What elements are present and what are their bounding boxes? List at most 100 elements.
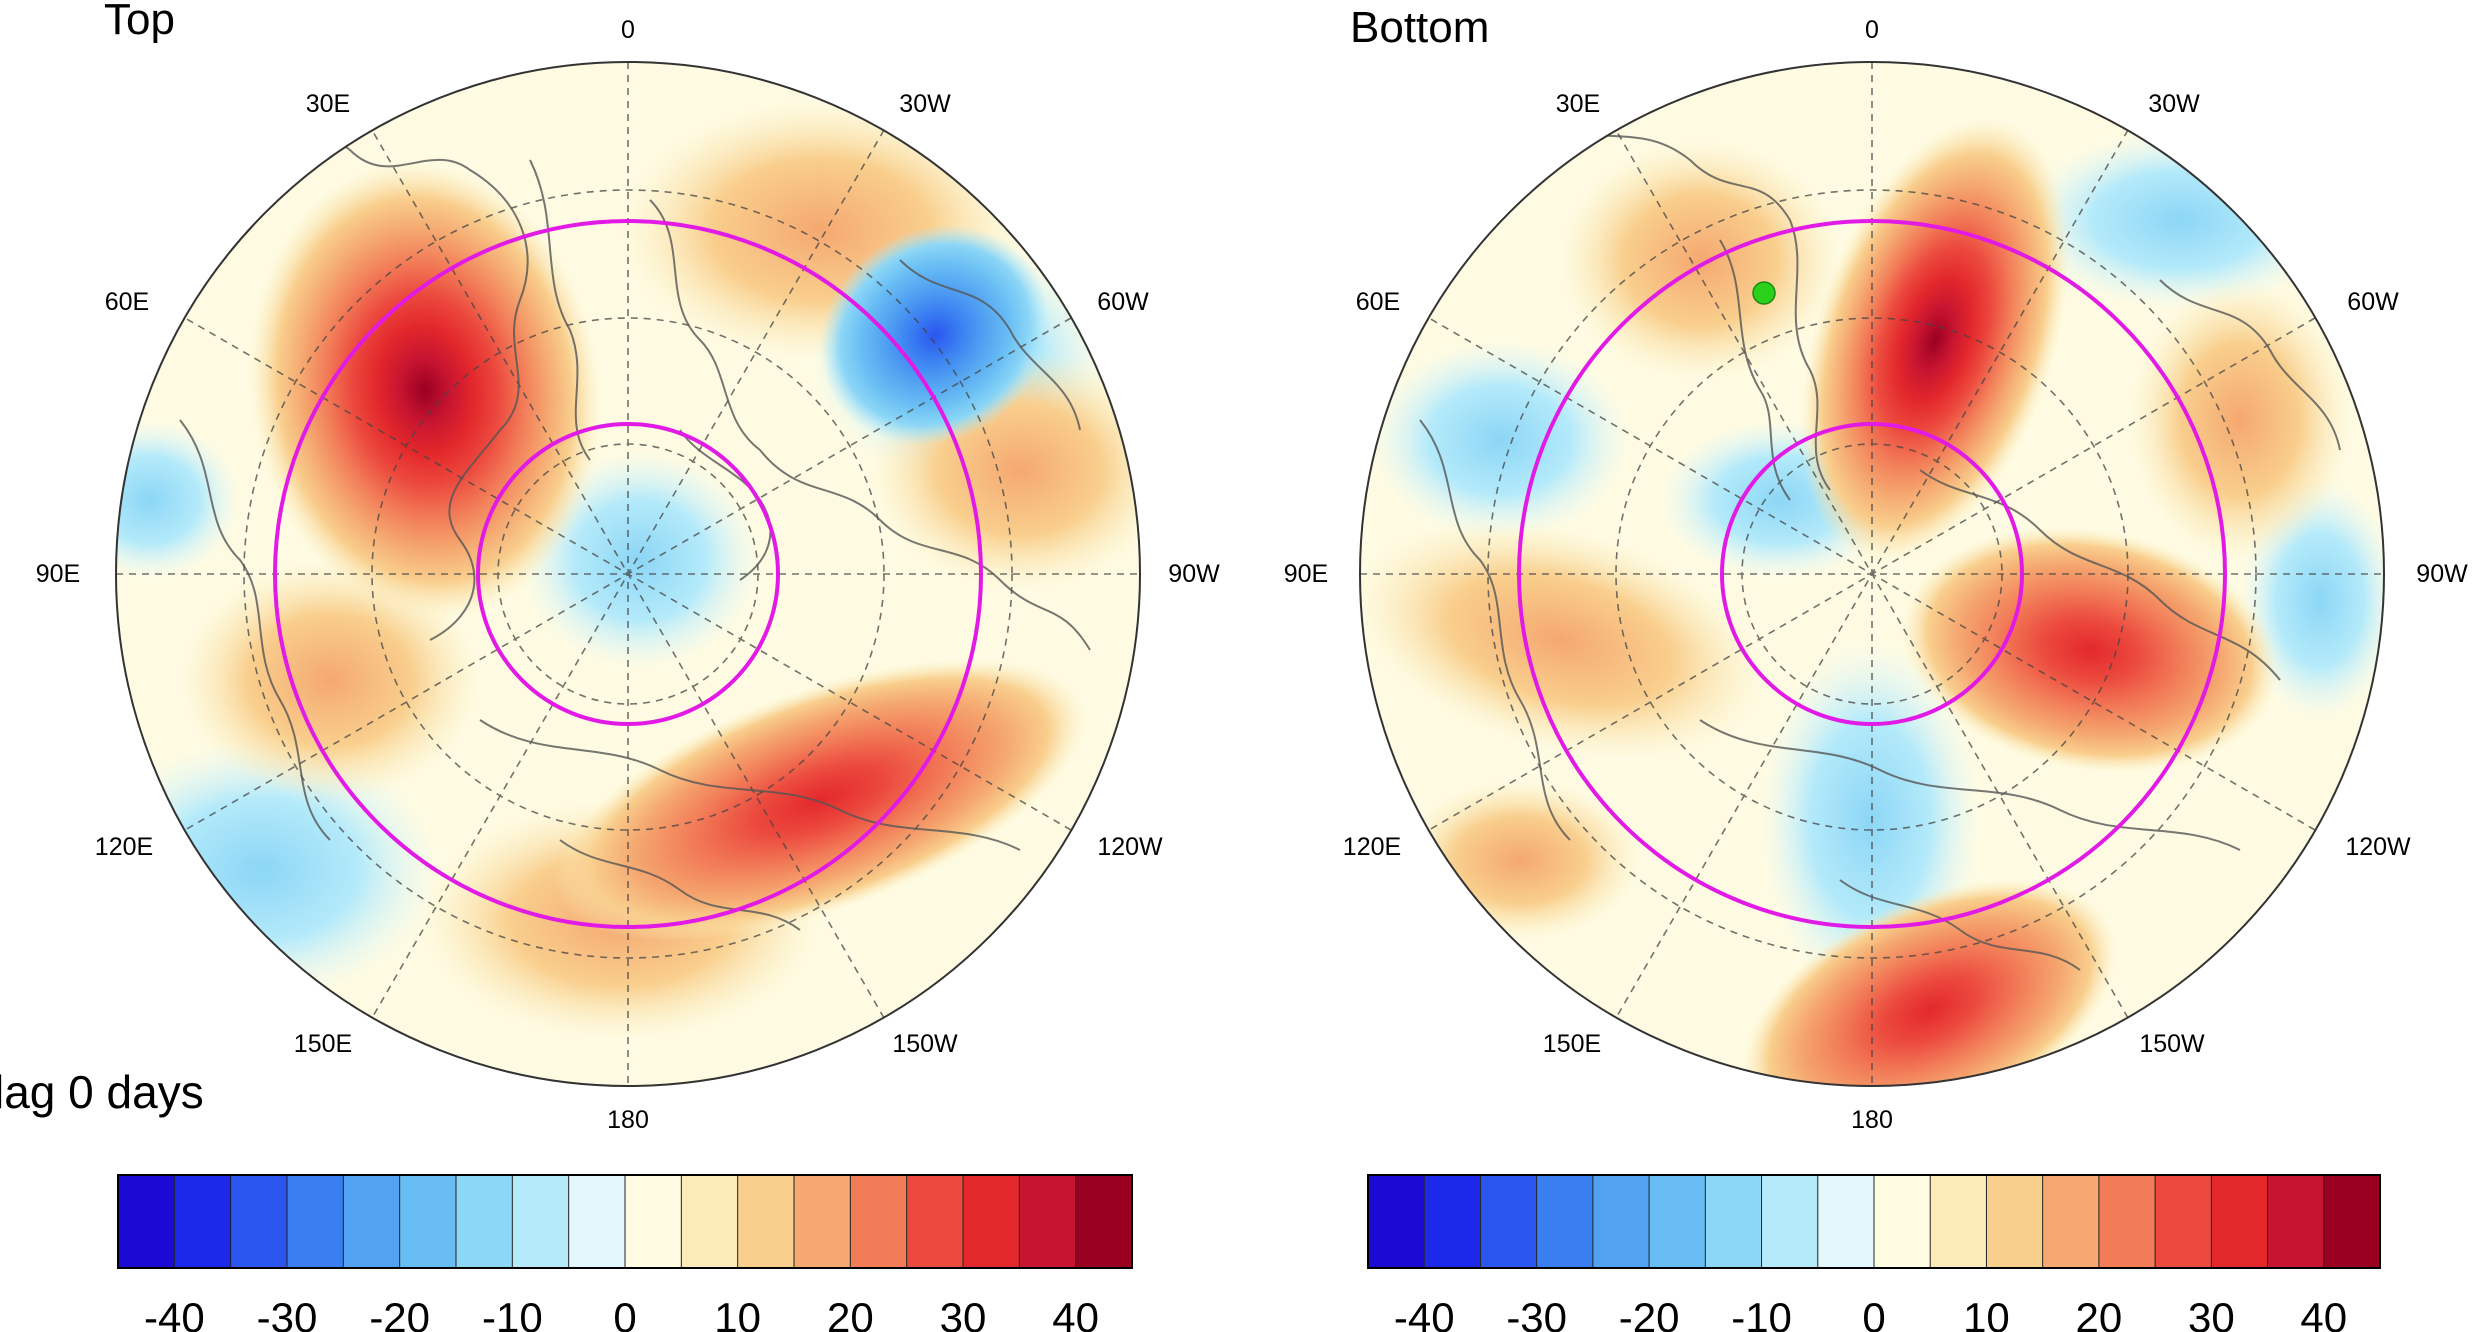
location-marker xyxy=(1752,281,1776,305)
lon-label: 150E xyxy=(294,1030,352,1058)
colorbar-tick-label: 40 xyxy=(1052,1294,1099,1332)
lon-label: 120W xyxy=(1097,833,1163,861)
colorbar-tick-label: 0 xyxy=(1862,1294,1885,1332)
colorbar-tick-label: 10 xyxy=(1963,1294,2010,1332)
figure-annotation: lag 0 days xyxy=(0,1066,204,1118)
panel-top: Top xyxy=(36,0,1220,1134)
colorbar-tick-label: -40 xyxy=(144,1294,205,1332)
colorbar-swatch xyxy=(849,1174,908,1269)
colorbar-swatch xyxy=(906,1174,965,1269)
lon-label: 60W xyxy=(2347,288,2399,316)
colorbar-swatch xyxy=(342,1174,401,1269)
warm-anomaly xyxy=(1360,520,1765,760)
warm-anomaly xyxy=(2130,280,2350,560)
longitude-labels: 0 30W 60W 90W 120W 150W 180 150E 120E 90… xyxy=(36,16,1220,1134)
lon-label: 90W xyxy=(2416,560,2468,588)
lon-label: 120E xyxy=(1343,833,1401,861)
colorbar-tick-label: 20 xyxy=(827,1294,874,1332)
lon-label: 60E xyxy=(105,288,149,316)
colorbar-swatch xyxy=(793,1174,852,1269)
lon-label: 150W xyxy=(892,1030,958,1058)
longitude-labels: 0 30W 60W 90W 120W 150W 180 150E 120E 90… xyxy=(1284,16,2468,1134)
highlight-ring-outer xyxy=(1517,219,2227,929)
colorbar-swatch xyxy=(1367,1174,1426,1269)
highlight-ring-outer xyxy=(273,219,983,929)
colorbar-tick-label: 30 xyxy=(2188,1294,2235,1332)
colorbar-swatch xyxy=(455,1174,514,1269)
map-border xyxy=(1359,61,2385,1087)
lon-label: 30W xyxy=(2148,90,2200,118)
warm-anomaly xyxy=(180,560,480,800)
positive-anomaly-center xyxy=(1800,118,2070,562)
colorbar-swatch xyxy=(2210,1174,2269,1269)
lon-label: 120W xyxy=(2345,833,2411,861)
colorbar-swatch xyxy=(511,1174,570,1269)
colorbar-tick-label: -20 xyxy=(369,1294,430,1332)
positive-anomaly-center xyxy=(554,659,1086,941)
lon-label: 60W xyxy=(1097,288,1149,316)
map-border xyxy=(115,61,1141,1087)
colorbar-swatch xyxy=(1873,1174,1932,1269)
colorbar-swatch xyxy=(1479,1174,1538,1269)
lon-label: 90W xyxy=(1168,560,1220,588)
colorbar-tick-label: -20 xyxy=(1619,1294,1680,1332)
colorbar-swatch xyxy=(962,1174,1021,1269)
colorbar-swatch xyxy=(1704,1174,1763,1269)
colorbar-swatch xyxy=(1075,1174,1133,1269)
colorbar-swatch xyxy=(230,1174,289,1269)
colorbar-swatch xyxy=(568,1174,627,1269)
colorbar-left: -40 -30 -20 -10 0 10 20 30 40 xyxy=(117,1174,1133,1332)
colorbar-swatch xyxy=(399,1174,457,1269)
lon-label: 30E xyxy=(306,90,350,118)
colorbar-tick-label: 10 xyxy=(714,1294,761,1332)
colorbar-swatch xyxy=(173,1174,232,1269)
colorbar-swatch xyxy=(2267,1174,2325,1269)
lon-label: 30W xyxy=(899,90,951,118)
lon-label: 30E xyxy=(1556,90,1600,118)
highlight-ring-inner xyxy=(1720,422,2024,726)
highlight-ring-inner xyxy=(476,422,780,726)
lon-label: 150W xyxy=(2139,1030,2205,1058)
panel-title: Top xyxy=(104,0,175,44)
colorbar-tick-label: -30 xyxy=(1506,1294,1567,1332)
polar-map xyxy=(1360,62,2384,1086)
colorbar-tick-label: 20 xyxy=(2076,1294,2123,1332)
colorbar-swatch xyxy=(624,1174,683,1269)
warm-anomaly xyxy=(1560,140,1840,380)
colorbar-swatch xyxy=(1536,1174,1594,1269)
lon-label: 90E xyxy=(1284,560,1328,588)
colorbar-swatch xyxy=(2323,1174,2382,1269)
colorbar-right: -40 -30 -20 -10 0 10 20 30 40 xyxy=(1367,1174,2382,1332)
coastlines xyxy=(1419,119,2341,971)
colorbar-swatch xyxy=(2098,1174,2157,1269)
lon-label: 150E xyxy=(1543,1030,1601,1058)
colorbar-tick-label: -40 xyxy=(1394,1294,1455,1332)
cool-patch xyxy=(116,420,240,580)
colorbar-swatch xyxy=(1423,1174,1482,1269)
graticule xyxy=(1360,62,2384,1086)
colorbar-swatch xyxy=(1592,1174,1651,1269)
colorbar-swatch xyxy=(1761,1174,1819,1269)
lon-label: 180 xyxy=(1851,1106,1893,1134)
colorbar-tick-label: -10 xyxy=(482,1294,543,1332)
lon-label: 120E xyxy=(95,833,153,861)
colorbar-swatch xyxy=(1929,1174,1988,1269)
colorbar-swatch xyxy=(286,1174,345,1269)
colorbar-swatch xyxy=(737,1174,796,1269)
colorbar-swatch xyxy=(2154,1174,2213,1269)
lon-label: 60E xyxy=(1356,288,1400,316)
polar-map xyxy=(116,62,1140,1086)
colorbar-frame xyxy=(117,1174,1133,1269)
colorbar-swatch xyxy=(1985,1174,2044,1269)
colorbar-tick-label: 0 xyxy=(613,1294,636,1332)
colorbar-frame xyxy=(1367,1174,2381,1269)
colorbar-tick-label: 30 xyxy=(940,1294,987,1332)
colorbar-swatch xyxy=(117,1174,176,1269)
colorbar-tick-label: -30 xyxy=(257,1294,318,1332)
graticule xyxy=(116,62,1140,1086)
colorbar-tick-label: 40 xyxy=(2300,1294,2347,1332)
colorbar-tick-label: -10 xyxy=(1731,1294,1792,1332)
colorbar-swatch xyxy=(2042,1174,2100,1269)
lon-label: 0 xyxy=(621,16,635,44)
